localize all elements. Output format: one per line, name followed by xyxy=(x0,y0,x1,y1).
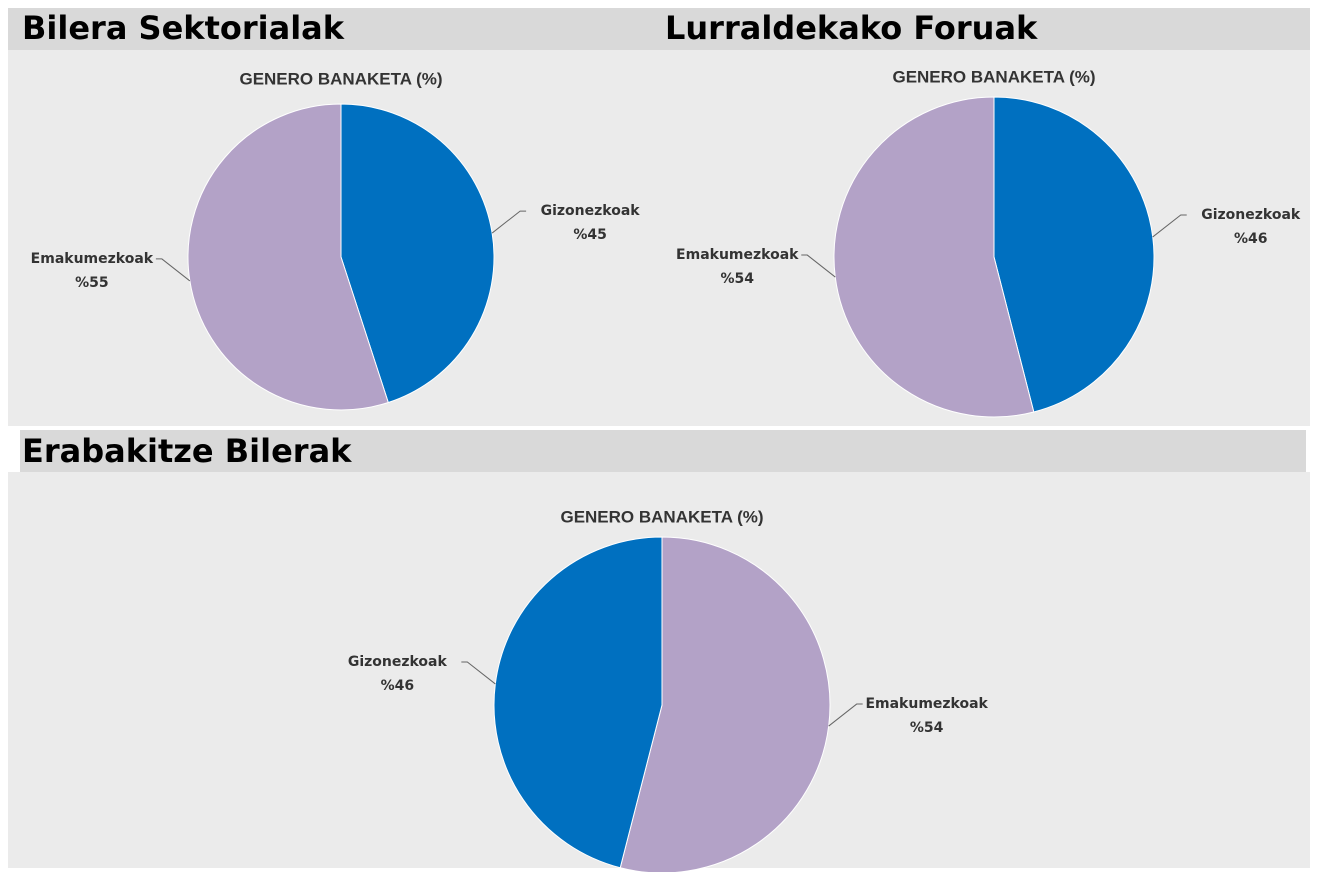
section-heading: Lurraldekako Foruak xyxy=(665,9,1038,47)
slice-category: Gizonezkoak xyxy=(541,203,641,219)
slice-value-label: %46 xyxy=(1234,231,1268,247)
chart-title: GENERO BANAKETA (%) xyxy=(892,67,1095,86)
pie-slice xyxy=(187,103,389,411)
slice-value-label: %45 xyxy=(573,227,607,243)
leader-line xyxy=(801,254,836,278)
pie-slice xyxy=(493,536,663,869)
chart-title: GENERO BANAKETA (%) xyxy=(560,507,763,526)
heading-bar xyxy=(20,430,1306,472)
heading-bar xyxy=(8,8,1310,50)
leader-line xyxy=(461,661,496,685)
slice-category: Emakumezkoak xyxy=(676,247,799,263)
leader-line xyxy=(1152,214,1187,238)
slice-value-label: %55 xyxy=(75,275,109,291)
slice-category: Emakumezkoak xyxy=(31,251,154,267)
slice-value-label: %54 xyxy=(721,271,755,287)
section-heading: Erabakitze Bilerak xyxy=(22,432,352,470)
pie-slice xyxy=(993,96,1155,413)
section-heading: Bilera Sektorialak xyxy=(22,9,345,47)
leader-line xyxy=(155,258,191,282)
slice-category: Gizonezkoak xyxy=(1201,207,1301,223)
leader-line xyxy=(491,210,527,234)
slice-value-label: %54 xyxy=(910,720,944,736)
chart-title: GENERO BANAKETA (%) xyxy=(239,69,442,88)
slice-value-label: %46 xyxy=(381,678,415,694)
pie-slice xyxy=(619,536,831,872)
leader-line xyxy=(828,703,863,727)
slice-category: Gizonezkoak xyxy=(348,654,448,670)
slice-category: Emakumezkoak xyxy=(865,696,988,712)
